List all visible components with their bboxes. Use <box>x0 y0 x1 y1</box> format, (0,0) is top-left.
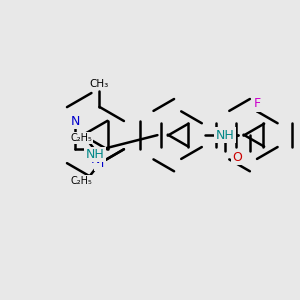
Text: C₂H₅: C₂H₅ <box>70 133 92 143</box>
Text: N: N <box>95 157 104 170</box>
Text: N: N <box>70 115 80 128</box>
Text: CH₃: CH₃ <box>90 79 109 89</box>
Text: O: O <box>233 151 243 164</box>
Text: N: N <box>91 153 100 166</box>
Text: F: F <box>254 98 261 110</box>
Text: NH: NH <box>85 148 104 161</box>
Text: NH: NH <box>215 129 234 142</box>
Text: C₂H₅: C₂H₅ <box>70 176 92 186</box>
